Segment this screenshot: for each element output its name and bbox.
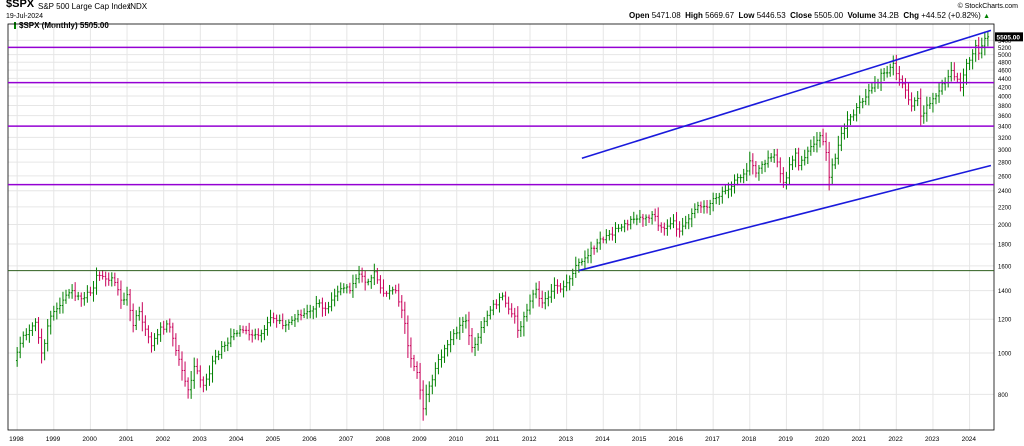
y-tick-label: 4000 xyxy=(998,95,1012,101)
y-tick-label: 2600 xyxy=(998,174,1012,180)
low-value: 5446.53 xyxy=(756,11,786,20)
x-tick-label: 2022 xyxy=(888,436,903,443)
y-tick-label: 3000 xyxy=(998,148,1012,154)
symbol-label: $SPX xyxy=(6,0,35,10)
lower-channel-line xyxy=(578,164,992,272)
y-tick-label: 1200 xyxy=(998,318,1012,324)
index-name: S&P 500 Large Cap Index xyxy=(38,2,131,11)
open-label: Open xyxy=(629,11,650,20)
x-tick-label: 2005 xyxy=(266,436,281,443)
y-tick-label: 1600 xyxy=(998,264,1012,270)
y-tick-label: 3200 xyxy=(998,136,1012,142)
x-tick-label: 2001 xyxy=(119,436,134,443)
legend-text: $SPX (Monthly) 5505.00 xyxy=(19,21,109,30)
x-tick-label: 2012 xyxy=(522,436,537,443)
last-price-label: 5505.00 xyxy=(997,35,1021,42)
y-tick-label: 5200 xyxy=(998,46,1012,52)
y-tick-label: 3800 xyxy=(998,104,1012,110)
y-tick-label: 4200 xyxy=(998,85,1012,91)
chg-value: +44.52 (+0.82%) xyxy=(921,11,981,20)
y-tick-label: 5400 xyxy=(998,39,1012,45)
volume-value: 34.2B xyxy=(878,11,899,20)
chg-up-arrow-icon: ▲ xyxy=(983,13,990,20)
exchange-label: INDX xyxy=(128,2,148,11)
x-tick-label: 2007 xyxy=(339,436,354,443)
x-tick-label: 2015 xyxy=(632,436,647,443)
open-value: 5471.08 xyxy=(651,11,681,20)
x-tick-label: 2016 xyxy=(669,436,684,443)
x-tick-label: 2008 xyxy=(375,436,390,443)
x-tick-label: 2023 xyxy=(925,436,940,443)
y-tick-label: 1000 xyxy=(998,351,1012,357)
y-tick-label: 3600 xyxy=(998,114,1012,120)
x-tick-label: 2006 xyxy=(302,436,317,443)
series-legend: $SPX (Monthly) 5505.00 xyxy=(14,21,109,30)
x-tick-label: 2017 xyxy=(705,436,720,443)
ohlc-readout: Open 5471.08 High 5669.67 Low 5446.53 Cl… xyxy=(629,11,990,21)
x-tick-label: 2013 xyxy=(559,436,574,443)
x-tick-label: 2011 xyxy=(485,436,499,443)
y-tick-label: 4800 xyxy=(998,61,1012,67)
x-tick-label: 1998 xyxy=(9,436,24,443)
x-tick-label: 2014 xyxy=(595,436,610,443)
high-value: 5669.67 xyxy=(705,11,735,20)
y-tick-label: 2000 xyxy=(998,223,1012,229)
y-tick-label: 2200 xyxy=(998,205,1012,211)
copyright-label: © StockCharts.com xyxy=(957,3,1018,10)
close-label: Close xyxy=(790,11,812,20)
x-tick-label: 2020 xyxy=(815,436,830,443)
y-tick-label: 800 xyxy=(998,393,1009,399)
x-tick-label: 2004 xyxy=(229,436,244,443)
legend-swatch-icon xyxy=(14,22,16,29)
x-tick-label: 2010 xyxy=(449,436,464,443)
y-tick-label: 3400 xyxy=(998,125,1012,131)
high-label: High xyxy=(685,11,703,20)
x-tick-label: 2018 xyxy=(742,436,757,443)
close-value: 5505.00 xyxy=(814,11,844,20)
y-tick-label: 1400 xyxy=(998,289,1012,295)
plot-frame xyxy=(7,23,995,431)
x-tick-label: 2003 xyxy=(192,436,207,443)
y-tick-label: 4600 xyxy=(998,69,1012,75)
upper-channel-line xyxy=(581,29,992,159)
volume-label: Volume xyxy=(847,11,876,20)
chg-label: Chg xyxy=(903,11,919,20)
x-tick-label: 2000 xyxy=(82,436,97,443)
x-tick-label: 1999 xyxy=(46,436,61,443)
last-price-tag xyxy=(995,32,1023,42)
y-tick-label: 2400 xyxy=(998,189,1012,195)
x-tick-label: 2009 xyxy=(412,436,427,443)
x-tick-label: 2019 xyxy=(778,436,793,443)
x-tick-label: 2021 xyxy=(852,436,867,443)
y-tick-label: 4400 xyxy=(998,77,1012,83)
y-tick-label: 1800 xyxy=(998,243,1012,249)
y-tick-label: 2800 xyxy=(998,161,1012,167)
y-tick-label: 5000 xyxy=(998,53,1012,59)
x-tick-label: 2024 xyxy=(962,436,977,443)
x-tick-label: 2002 xyxy=(156,436,171,443)
low-label: Low xyxy=(738,11,755,20)
chart-date: 19-Jul-2024 xyxy=(6,13,43,20)
